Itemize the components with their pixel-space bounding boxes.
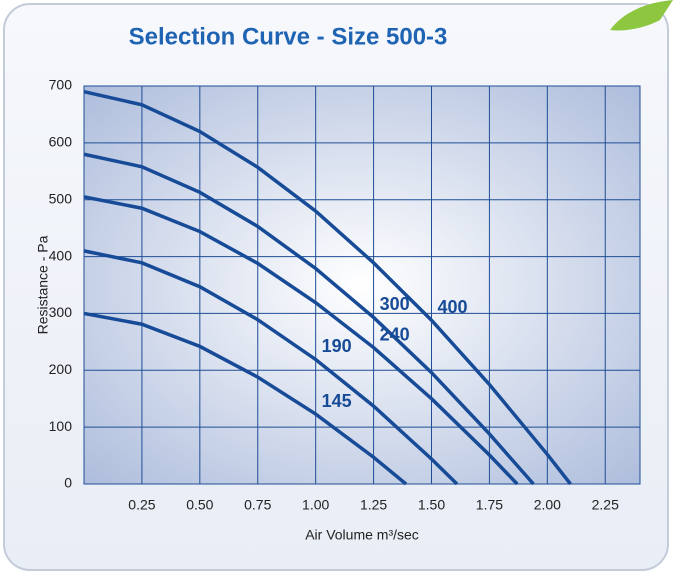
y-axis-label: Resistance - Pa	[35, 235, 51, 334]
x-tick-label: 0.75	[244, 497, 271, 513]
curve-label: 145	[322, 391, 352, 411]
x-tick-label: 0.25	[128, 497, 155, 513]
y-tick-label: 100	[49, 418, 73, 434]
x-tick-label: 1.25	[360, 497, 387, 513]
curve	[83, 89, 572, 486]
y-tick-label: 500	[49, 190, 73, 206]
x-tick-label: 1.75	[476, 497, 503, 513]
curve	[83, 152, 535, 486]
curve	[83, 311, 408, 486]
x-tick-label: 2.25	[592, 497, 619, 513]
chart-title: Selection Curve - Size 500-3	[129, 23, 448, 50]
curve-label: 300	[380, 294, 410, 314]
y-tick-label: 400	[49, 247, 73, 263]
x-axis-label: Air Volume m³/sec	[305, 527, 419, 543]
curve-label: 240	[380, 324, 410, 344]
x-tick-label: 1.00	[302, 497, 329, 513]
y-tick-label: 700	[49, 77, 73, 93]
curve-label: 400	[438, 297, 468, 317]
plot-area	[84, 86, 640, 484]
y-tick-label: 300	[49, 304, 73, 320]
y-tick-label: 0	[64, 475, 72, 491]
curve	[83, 249, 459, 486]
curve	[83, 195, 519, 486]
curve-label: 190	[322, 336, 352, 356]
x-tick-label: 1.50	[418, 497, 445, 513]
x-tick-label: 2.00	[534, 497, 561, 513]
leaf	[610, 0, 673, 31]
y-tick-label: 600	[49, 134, 73, 150]
plot-border	[83, 85, 641, 485]
x-tick-label: 0.50	[186, 497, 213, 513]
y-tick-label: 200	[49, 361, 73, 377]
